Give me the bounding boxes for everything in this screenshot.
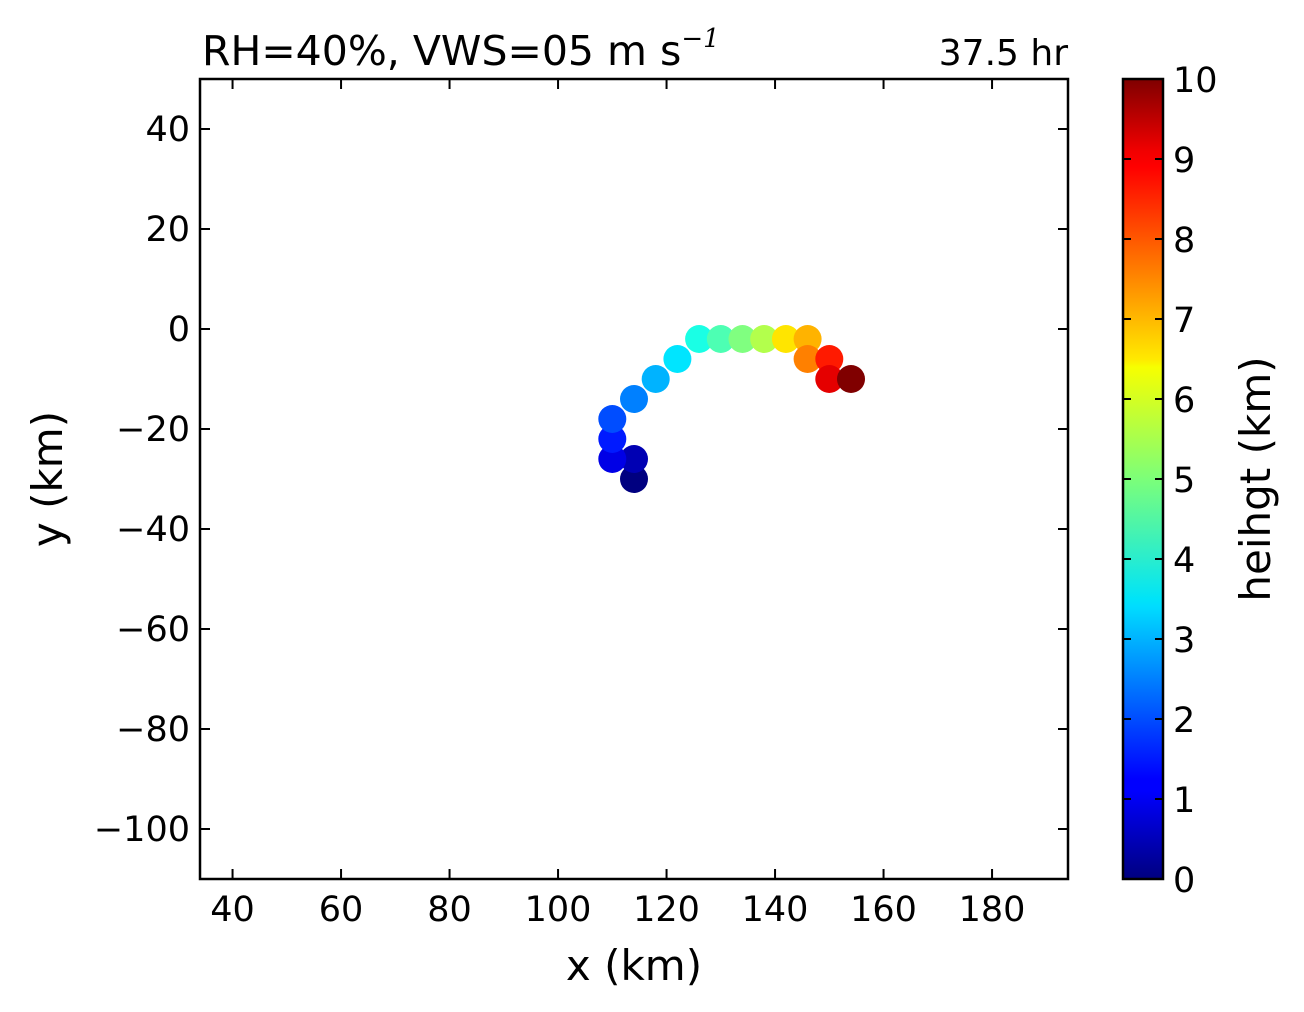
y-tick-label: −40	[116, 510, 190, 550]
scatter-point	[750, 325, 779, 353]
y-tick-label: 20	[145, 210, 190, 250]
scatter-point	[620, 445, 648, 473]
colorbar-tick-label: 10	[1173, 61, 1218, 101]
x-tick-label: 120	[633, 890, 700, 930]
chart-title-exponent: −1	[681, 24, 719, 54]
scatter-point	[793, 345, 822, 373]
x-axis-ticks: 40 60 80 100 120 140 160 180	[210, 79, 1025, 930]
scatter-point	[663, 345, 692, 373]
scatter-point	[598, 425, 627, 453]
scatter-point	[598, 445, 627, 473]
y-axis-ticks: 40 20 0 −20 −40 −60 −80 −100	[94, 110, 1068, 850]
plot-frame	[198, 77, 1070, 881]
scatter-point	[620, 385, 648, 413]
colorbar-tick-label: 0	[1173, 861, 1195, 901]
y-tick-label: −80	[116, 710, 190, 750]
y-tick-label: −20	[116, 410, 190, 450]
colorbar-tick-label: 9	[1173, 141, 1195, 181]
colorbar-tick-label: 4	[1173, 541, 1195, 581]
scatter-point	[620, 465, 648, 493]
scatter-point	[815, 365, 844, 393]
scatter-point	[837, 365, 865, 393]
x-tick-label: 160	[850, 890, 917, 930]
x-tick-label: 40	[210, 890, 255, 930]
scatter-point	[641, 365, 670, 393]
x-tick-label: 60	[319, 890, 364, 930]
colorbar-tick-label: 6	[1173, 381, 1195, 421]
colorbar-tick-label: 7	[1173, 301, 1195, 341]
scatter-point	[815, 345, 844, 373]
y-axis-label: y (km)	[23, 411, 72, 547]
colorbar-ticks: 0 1 2 3 4 5 6 7 8 9 10	[1123, 61, 1218, 901]
colorbar-label: heihgt (km)	[1231, 356, 1280, 601]
y-tick-label: 40	[145, 110, 190, 150]
scatter-point	[771, 325, 800, 353]
colorbar-tick-label: 3	[1173, 621, 1195, 661]
x-tick-label: 140	[742, 890, 809, 930]
scatter-point	[728, 325, 757, 353]
scatter-point	[685, 325, 714, 353]
chart-title-main: RH=40%, VWS=05 m s	[202, 27, 681, 75]
chart-title: RH=40%, VWS=05 m s−1	[202, 24, 720, 75]
scatter-point	[706, 325, 735, 353]
y-tick-label: 0	[168, 310, 190, 350]
y-tick-label: −60	[116, 610, 190, 650]
x-tick-label: 80	[427, 890, 472, 930]
colorbar-tick-label: 8	[1173, 221, 1195, 261]
scatter-points	[598, 325, 865, 493]
colorbar-tick-label: 2	[1173, 701, 1195, 741]
colorbar-tick-label: 1	[1173, 781, 1195, 821]
colorbar-tick-label: 5	[1173, 461, 1195, 501]
x-tick-label: 100	[525, 890, 592, 930]
time-label: 37.5 hr	[939, 33, 1068, 74]
x-axis-label: x (km)	[566, 941, 702, 990]
scatter-point	[598, 405, 627, 433]
scatter-point	[793, 325, 822, 353]
x-tick-label: 180	[959, 890, 1026, 930]
y-tick-label: −100	[94, 810, 190, 850]
